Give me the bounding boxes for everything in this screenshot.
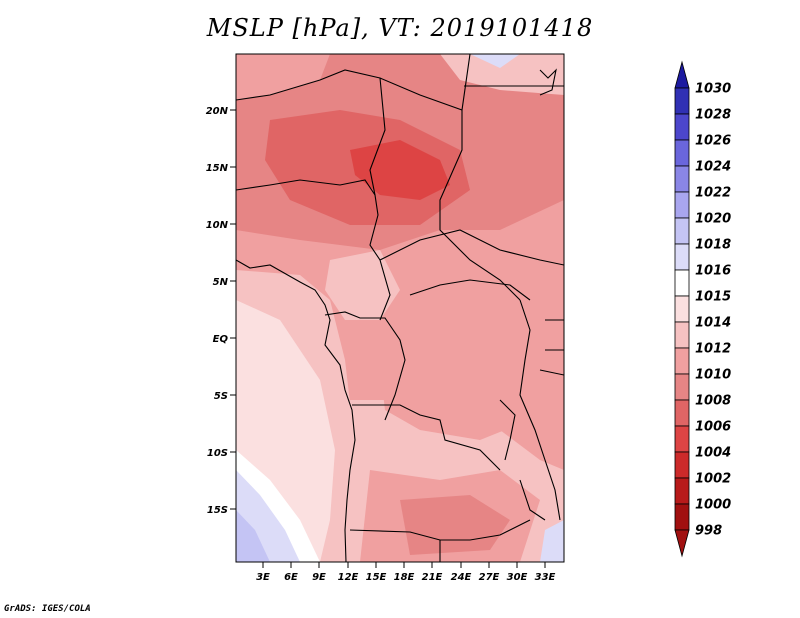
field-region-sahel-1004: [350, 140, 450, 200]
field-region-northwest-1010: [236, 54, 330, 100]
pressure-field: [236, 54, 564, 562]
colorbar-label-1012: 1012: [695, 342, 731, 357]
colorbar-label-1028: 1028: [695, 108, 731, 123]
colorbar-segment: [674, 295, 690, 323]
colorbar-segment: [674, 269, 690, 297]
lon-label-6e: 6E: [284, 572, 298, 583]
border-north: [236, 54, 471, 111]
field-region-northeast-1016: [470, 54, 520, 68]
lat-label-20n: 20N: [206, 106, 229, 117]
lat-label-10s: 10S: [207, 448, 228, 459]
lon-label-9e: 9E: [312, 572, 326, 583]
colorbar-segment: [674, 503, 690, 531]
border-congo-north: [409, 279, 531, 301]
colorbar-arrow-bottom: [674, 529, 690, 558]
field-region-congo-1010: [378, 280, 540, 440]
lat-label-5n: 5N: [213, 277, 229, 288]
lon-label-15e: 15E: [366, 572, 387, 583]
colorbar-label-1024: 1024: [695, 160, 731, 175]
lon-label-27e: 27E: [479, 572, 500, 583]
colorbar-label-1002: 1002: [695, 472, 731, 487]
colorbar-label-1008: 1008: [695, 394, 731, 409]
border-gabon-congo: [324, 311, 406, 421]
lat-label-eq: EQ: [213, 334, 229, 345]
lon-label-33e: 33E: [535, 572, 556, 583]
borders: [236, 54, 564, 562]
colorbar-segment: [674, 425, 690, 453]
field-region-southeast-1016: [540, 520, 564, 562]
colorbar-segment: [674, 165, 690, 193]
colorbar-segment: [674, 399, 690, 427]
colorbar-segment: [674, 373, 690, 401]
colorbar-label-1026: 1026: [695, 134, 731, 149]
colorbar-label-1030: 1030: [695, 82, 731, 97]
colorbar-label-998: 998: [695, 524, 722, 539]
field-region-south-1008: [400, 495, 510, 555]
border-niger-nigeria: [236, 179, 376, 196]
colorbar-label-1020: 1020: [695, 212, 731, 227]
lat-label-10n: 10N: [206, 220, 229, 231]
colorbar-label-1010: 1010: [695, 368, 731, 383]
border-east-lakes: [519, 299, 561, 521]
colorbar-label-1016: 1016: [695, 264, 731, 279]
grads-credit: GrADS: IGES/COLA: [4, 604, 91, 614]
chart-title: MSLP [hPa], VT: 2019101418: [206, 14, 594, 42]
colorbar-label-1014: 1014: [695, 316, 731, 331]
border-car: [379, 229, 564, 266]
colorbar-segment: [674, 451, 690, 479]
colorbar-label-1004: 1004: [695, 446, 731, 461]
border-namibia: [349, 519, 531, 541]
field-region-west-1012: [325, 250, 400, 320]
colorbar-label-1018: 1018: [695, 238, 731, 253]
colorbar-segment: [674, 191, 690, 219]
border-chad-nigeria: [369, 77, 391, 321]
map-frame: [235, 53, 565, 563]
lon-label-12e: 12E: [338, 572, 359, 583]
border-east-africa: [539, 319, 564, 376]
lat-label-5s: 5S: [214, 391, 228, 402]
border-angola-drc: [352, 404, 501, 471]
colorbar-segment: [674, 113, 690, 141]
colorbar-arrow-top: [674, 60, 690, 89]
colorbar-label-1006: 1006: [695, 420, 731, 435]
colorbar-label-1015: 1015: [695, 290, 731, 305]
colorbar-label-1022: 1022: [695, 186, 731, 201]
field-region-northeast-1012: [440, 54, 564, 95]
colorbar-segment: [674, 321, 690, 349]
colorbar-segment: [674, 217, 690, 245]
border-sudan: [439, 110, 521, 301]
lon-label-24e: 24E: [451, 572, 472, 583]
lake-outlines: [499, 399, 546, 521]
colorbar-segment: [674, 139, 690, 167]
lon-label-21e: 21E: [422, 572, 443, 583]
colorbar: 1030 1028 1026 1024 1022 1020 1018 1016 1015 1014…: [674, 60, 731, 558]
lon-label-18e: 18E: [394, 572, 415, 583]
colorbar-segment: [674, 347, 690, 375]
lat-label-15s: 15S: [207, 505, 228, 516]
colorbar-segment: [674, 243, 690, 271]
lon-axis: 3E 6E 9E 12E 15E 18E 21E 24E 27E 30E 33E: [256, 562, 556, 583]
colorbar-label-1000: 1000: [695, 498, 731, 513]
lon-label-3e: 3E: [256, 572, 270, 583]
colorbar-segment: [674, 87, 690, 115]
coastline-west: [236, 259, 356, 562]
lon-label-30e: 30E: [507, 572, 528, 583]
field-region-ocean-1018: [236, 510, 270, 562]
coastline-red-sea: [539, 68, 557, 96]
lat-label-15n: 15N: [206, 163, 229, 174]
colorbar-segment: [674, 477, 690, 505]
lat-axis: 20N 15N 10N 5N EQ 5S 10S 15S: [206, 106, 236, 516]
